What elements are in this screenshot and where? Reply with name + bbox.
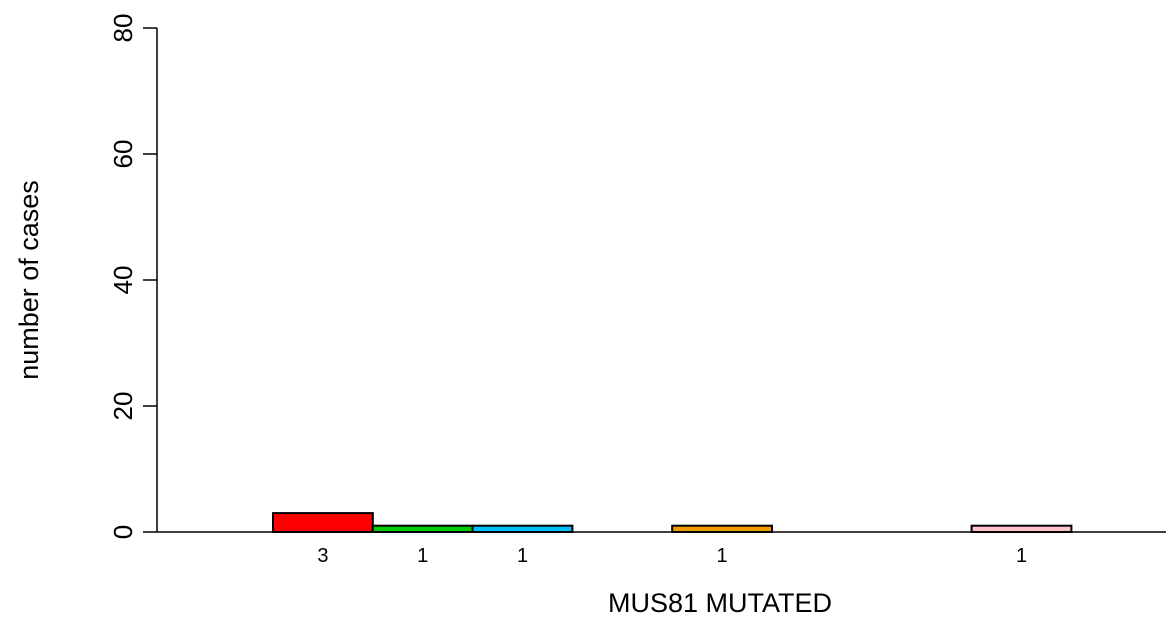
bar bbox=[970, 524, 1073, 534]
bar-labels-group: 3 1 1 1 1 bbox=[317, 545, 1027, 567]
y-tick-label: 60 bbox=[108, 140, 138, 169]
bar-value-label: 1 bbox=[517, 545, 528, 567]
bar-value-label: 3 bbox=[317, 545, 328, 567]
bar bbox=[671, 524, 774, 534]
bar bbox=[272, 512, 374, 533]
bar-value-label: 1 bbox=[717, 545, 728, 567]
bar bbox=[471, 524, 574, 534]
y-axis-title: number of cases bbox=[14, 180, 44, 380]
y-tick-label: 80 bbox=[108, 14, 138, 43]
bar-value-label: 1 bbox=[417, 545, 428, 567]
bar bbox=[371, 524, 474, 534]
bars-group bbox=[272, 512, 1073, 534]
y-tick-label: 40 bbox=[108, 266, 138, 295]
x-axis-title: MUS81 MUTATED bbox=[608, 588, 832, 617]
y-axis: 0 20 40 60 80 bbox=[108, 14, 158, 539]
y-tick-label: 20 bbox=[108, 392, 138, 421]
bar-value-label: 1 bbox=[1016, 545, 1027, 567]
y-tick-label: 0 bbox=[108, 525, 138, 539]
